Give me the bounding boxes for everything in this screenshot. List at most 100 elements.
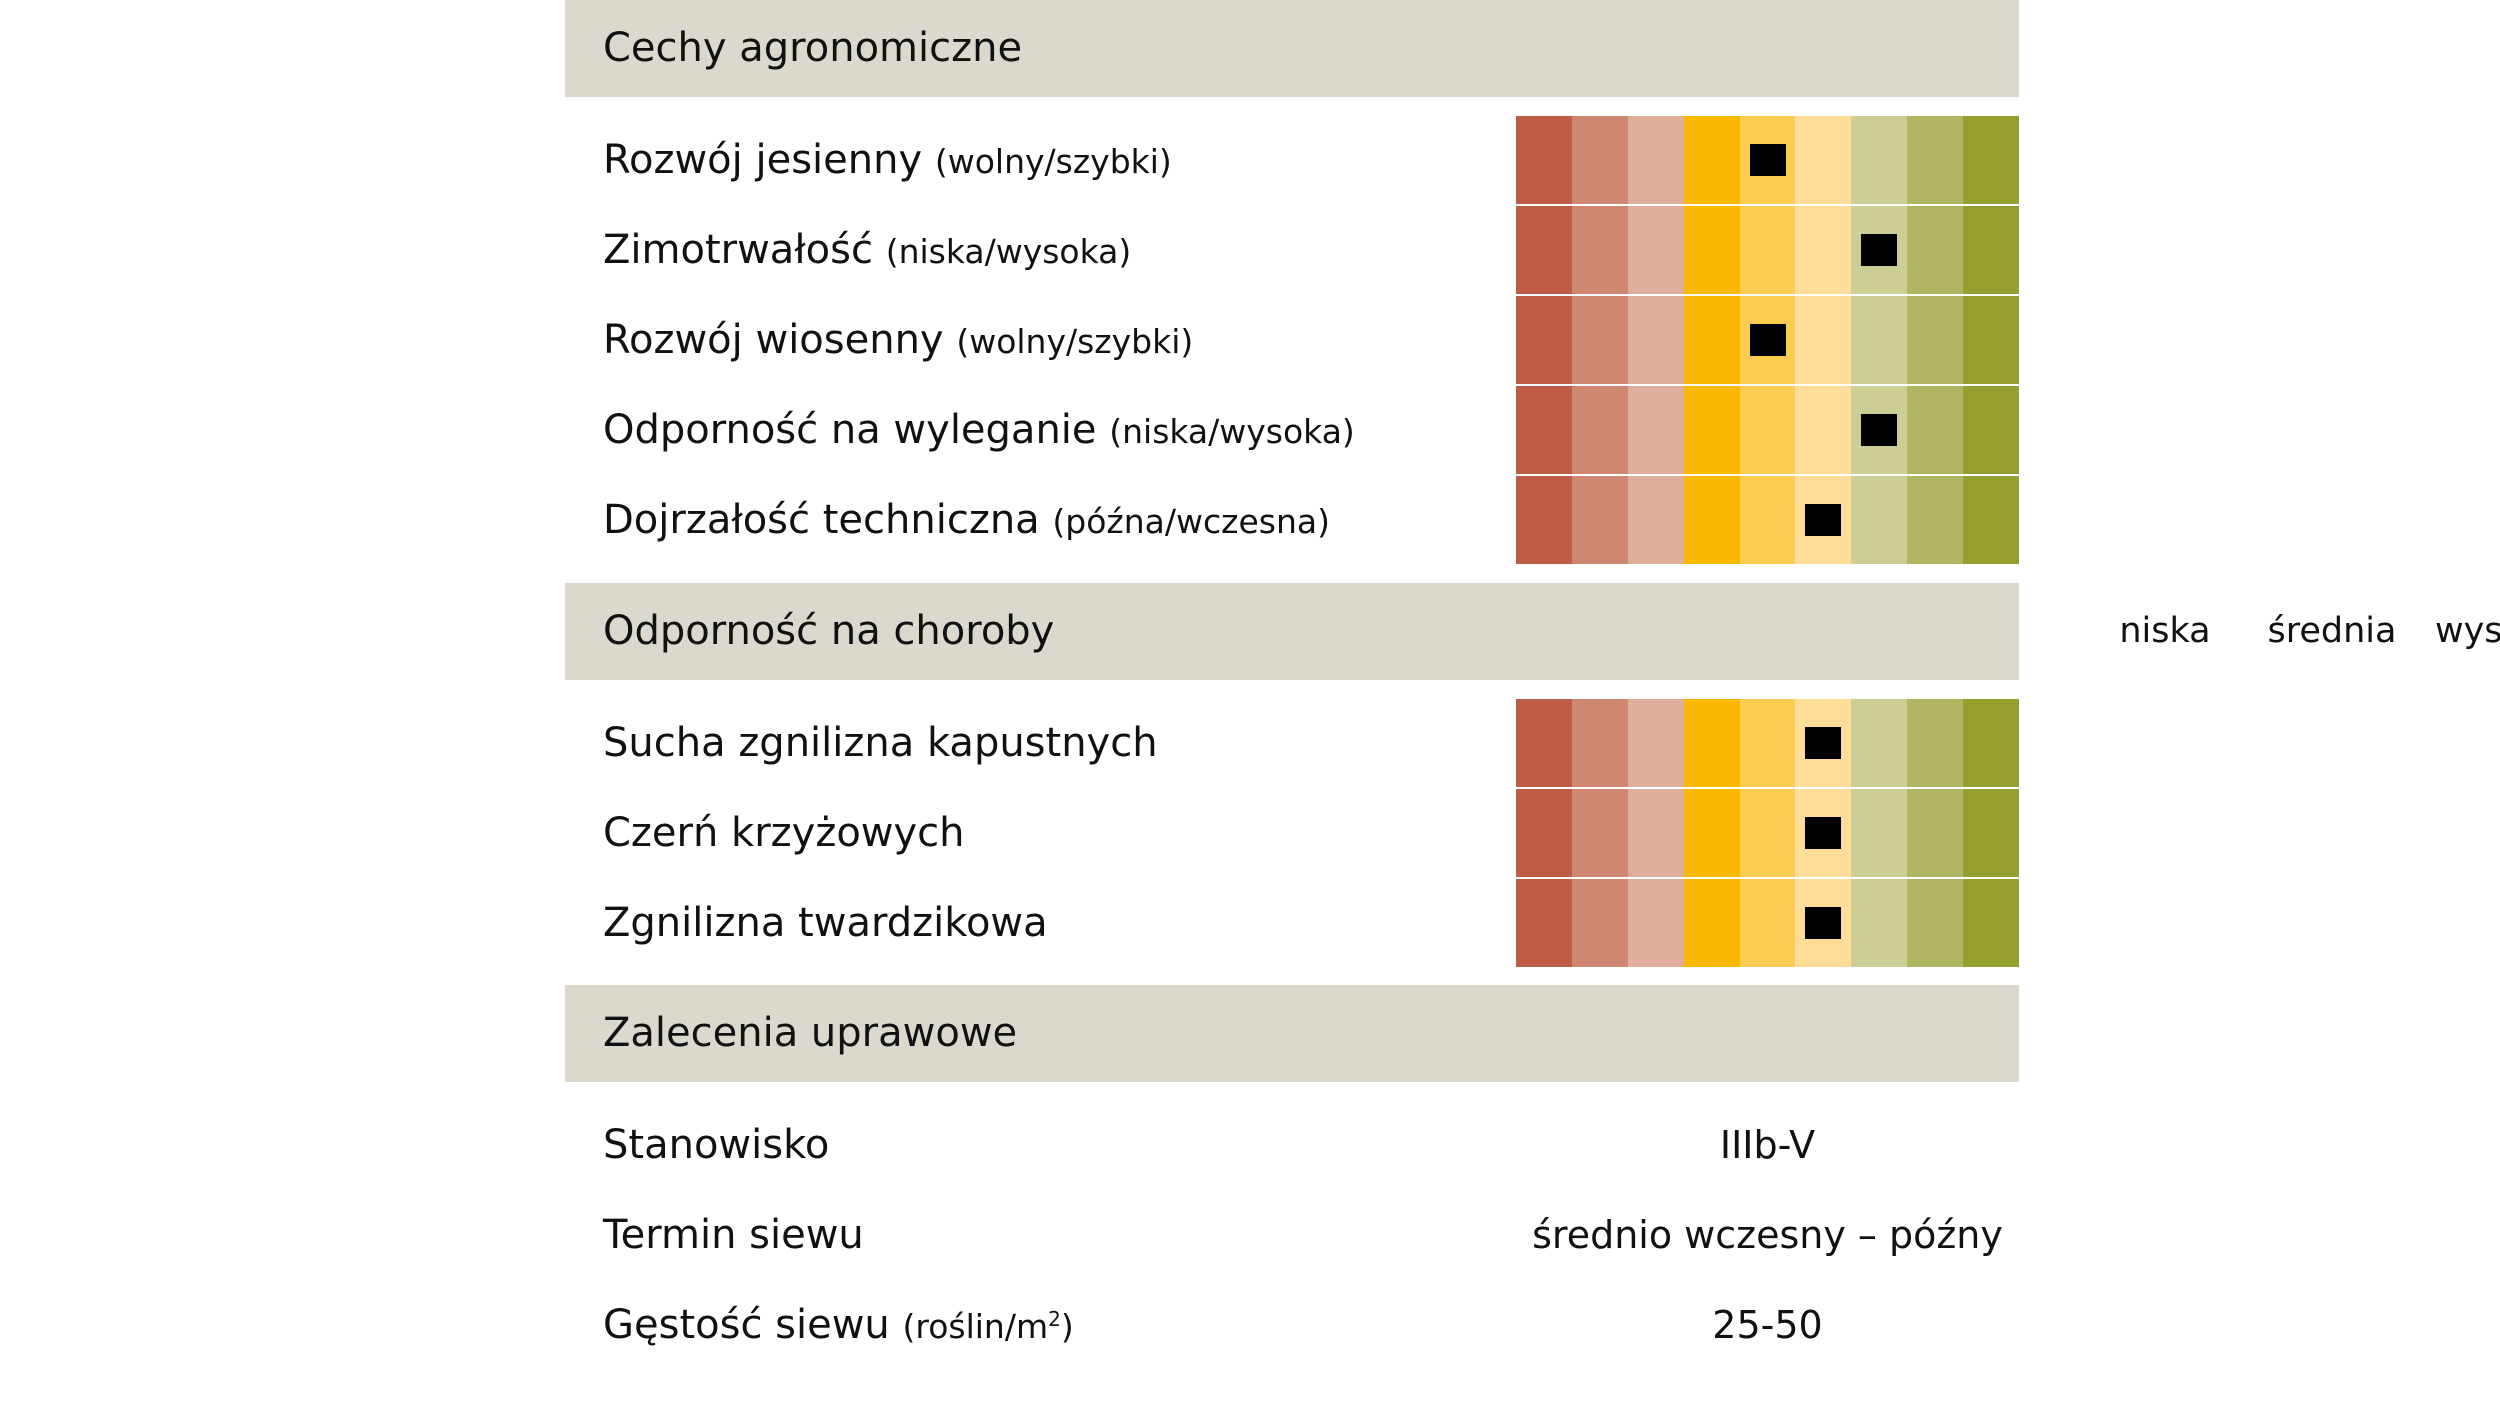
scale-cell	[1963, 476, 2020, 564]
rating-marker	[1805, 907, 1842, 939]
scale-cell	[1739, 296, 1796, 384]
scale-cell	[1627, 699, 1684, 787]
scale-cell	[1795, 476, 1852, 564]
scale-cell	[1516, 206, 1572, 294]
disease-label: Czerń krzyżowych	[603, 810, 965, 856]
scale-cell	[1571, 789, 1628, 877]
rating-scale	[1516, 386, 2020, 474]
recommendations-header: Zalecenia uprawowe	[565, 985, 2019, 1082]
scale-cell	[1907, 789, 1964, 877]
disease-label: Zgnilizna twardzikowa	[603, 900, 1048, 946]
scale-cell	[1683, 699, 1740, 787]
scale-cell	[1851, 206, 1908, 294]
disease-resistance-title: Odporność na choroby	[603, 608, 1055, 654]
scale-legend: niska średnia wysoka	[2081, 583, 2500, 680]
scale-cell	[1516, 699, 1572, 787]
trait-label: Dojrzałość techniczna (późna/wczesna)	[603, 497, 1330, 543]
recommendation-value: 25-50	[1712, 1303, 1823, 1347]
scale-cell	[1907, 699, 1964, 787]
scale-cell	[1795, 206, 1852, 294]
disease-row-phoma: Sucha zgnilizna kapustnych	[565, 698, 2019, 788]
scale-cell	[1739, 699, 1796, 787]
scale-cell	[1516, 789, 1572, 877]
recommendation-value: IIIb-V	[1719, 1123, 1816, 1167]
scale-cell	[1627, 116, 1684, 204]
trait-label: Rozwój jesienny (wolny/szybki)	[603, 137, 1172, 183]
disease-row-alternaria: Czerń krzyżowych	[565, 788, 2019, 878]
scale-label-low: niska	[2119, 611, 2211, 651]
scale-cell	[1571, 386, 1628, 474]
scale-cell	[1907, 206, 1964, 294]
scale-cell	[1683, 476, 1740, 564]
scale-cell	[1627, 386, 1684, 474]
rating-marker	[1749, 324, 1786, 356]
scale-cell	[1907, 879, 1964, 967]
scale-cell	[1963, 386, 2020, 474]
scale-cell	[1516, 296, 1572, 384]
trait-row-autumn-development: Rozwój jesienny (wolny/szybki)	[565, 115, 2019, 205]
scale-cell	[1795, 296, 1852, 384]
scale-cell	[1571, 116, 1628, 204]
recommendation-value: średnio wczesny – późny	[1532, 1213, 2003, 1257]
agronomic-traits-header: Cechy agronomiczne	[565, 0, 2019, 97]
scale-cell	[1571, 476, 1628, 564]
disease-resistance-header: Odporność na choroby niska średnia wysok…	[565, 583, 2500, 680]
agronomic-traits-title: Cechy agronomiczne	[603, 25, 1023, 71]
scale-cell	[1963, 296, 2020, 384]
scale-label-medium: średnia	[2267, 611, 2397, 651]
scale-cell	[1571, 879, 1628, 967]
scale-cell	[1851, 386, 1908, 474]
scale-cell	[1795, 789, 1852, 877]
scale-cell	[1571, 296, 1628, 384]
scale-cell	[1683, 116, 1740, 204]
scale-cell	[1739, 789, 1796, 877]
scale-cell	[1851, 699, 1908, 787]
scale-cell	[1627, 789, 1684, 877]
scale-cell	[1683, 386, 1740, 474]
scale-cell	[1851, 296, 1908, 384]
recommendation-label: Termin siewu	[603, 1212, 864, 1258]
rating-scale	[1516, 206, 2020, 294]
scale-cell	[1683, 789, 1740, 877]
trait-label: Rozwój wiosenny (wolny/szybki)	[603, 317, 1194, 363]
rating-scale	[1516, 879, 2020, 967]
scale-cell	[1907, 296, 1964, 384]
scale-cell	[1907, 386, 1964, 474]
scale-cell	[1963, 206, 2020, 294]
rating-scale	[1516, 699, 2020, 787]
rating-marker	[1805, 727, 1842, 759]
scale-cell	[1851, 789, 1908, 877]
scale-cell	[1627, 879, 1684, 967]
rating-marker	[1749, 144, 1786, 176]
scale-cell	[1795, 879, 1852, 967]
disease-label: Sucha zgnilizna kapustnych	[603, 720, 1158, 766]
scale-cell	[1516, 116, 1572, 204]
scale-label-high: wysoka	[2434, 611, 2500, 651]
trait-row-spring-development: Rozwój wiosenny (wolny/szybki)	[565, 295, 2019, 385]
scale-cell	[1739, 879, 1796, 967]
rating-marker	[1861, 414, 1898, 446]
trait-label: Zimotrwałość (niska/wysoka)	[603, 227, 1132, 273]
scale-cell	[1795, 386, 1852, 474]
scale-cell	[1516, 386, 1572, 474]
rating-marker	[1805, 504, 1842, 536]
trait-row-lodging-resistance: Odporność na wyleganie (niska/wysoka)	[565, 385, 2019, 475]
scale-cell	[1795, 116, 1852, 204]
scale-cell	[1683, 206, 1740, 294]
scale-cell	[1795, 699, 1852, 787]
scale-cell	[1963, 116, 2020, 204]
scale-cell	[1851, 476, 1908, 564]
scale-cell	[1571, 206, 1628, 294]
scale-cell	[1627, 476, 1684, 564]
recommendation-row-site: Stanowisko	[565, 1100, 2019, 1190]
scale-cell	[1739, 386, 1796, 474]
scale-cell	[1516, 476, 1572, 564]
scale-cell	[1627, 206, 1684, 294]
trait-row-winter-hardiness: Zimotrwałość (niska/wysoka)	[565, 205, 2019, 295]
recommendation-label: Gęstość siewu (roślin/m2)	[603, 1302, 1074, 1348]
scale-cell	[1963, 879, 2020, 967]
scale-cell	[1851, 116, 1908, 204]
rating-scale	[1516, 296, 2020, 384]
scale-cell	[1963, 699, 2020, 787]
